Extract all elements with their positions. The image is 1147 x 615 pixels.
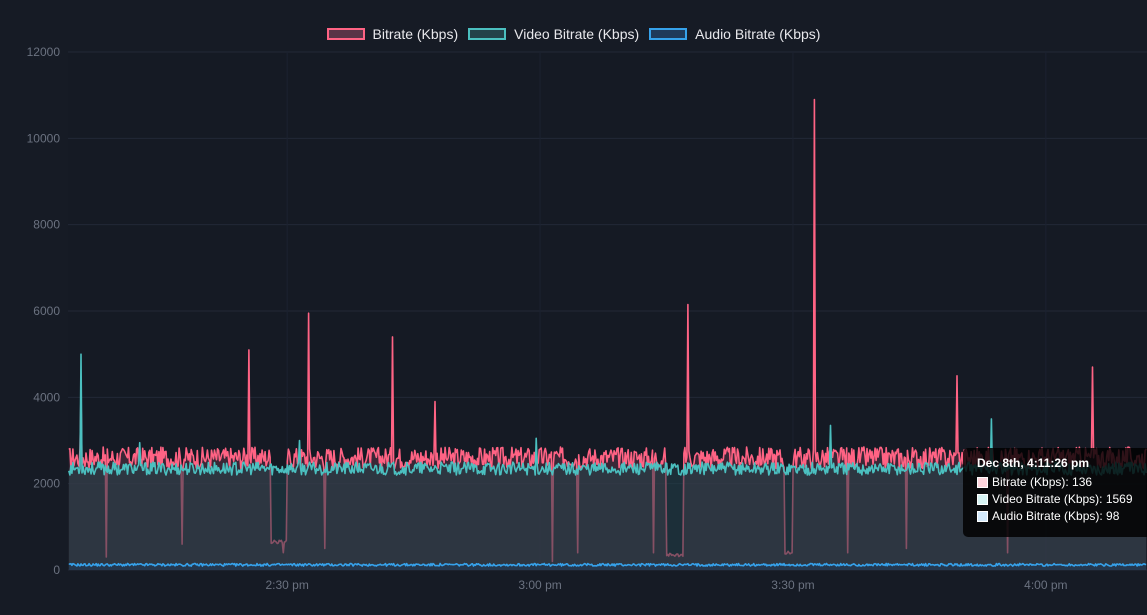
legend-item-video-bitrate[interactable]: Video Bitrate (Kbps)	[468, 26, 639, 42]
tooltip-row-audio-bitrate: Audio Bitrate (Kbps): 98	[977, 509, 1147, 523]
legend-label-audio-bitrate: Audio Bitrate (Kbps)	[695, 26, 821, 42]
series-area-video-bitrate	[68, 354, 1147, 570]
series-line-audio-bitrate	[68, 562, 1147, 567]
tooltip-value-audio-bitrate: Audio Bitrate (Kbps): 98	[992, 509, 1120, 523]
tooltip-row-bitrate: Bitrate (Kbps): 136	[977, 475, 1147, 489]
legend-swatch-audio-bitrate	[649, 28, 688, 40]
legend-swatch-video-bitrate	[468, 28, 507, 40]
y-tick-label: 8000	[33, 218, 60, 232]
tooltip-row-video-bitrate: Video Bitrate (Kbps): 1569	[977, 492, 1147, 506]
y-tick-label: 4000	[33, 390, 60, 404]
chart-legend: Bitrate (Kbps) Video Bitrate (Kbps) Audi…	[0, 26, 1147, 42]
x-tick-label: 3:00 pm	[518, 578, 561, 592]
y-tick-label: 2000	[33, 477, 60, 491]
legend-label-bitrate: Bitrate (Kbps)	[372, 26, 459, 42]
y-tick-label: 0	[53, 563, 60, 577]
tooltip-value-bitrate: Bitrate (Kbps): 136	[992, 475, 1093, 489]
x-tick-label: 3:30 pm	[771, 578, 814, 592]
x-tick-label: 2:30 pm	[265, 578, 308, 592]
y-tick-label: 12000	[27, 45, 61, 59]
y-tick-label: 10000	[27, 131, 61, 145]
tooltip-title: Dec 8th, 4:11:26 pm	[977, 456, 1090, 470]
x-tick-label: 4:00 pm	[1024, 578, 1067, 592]
chart-tooltip: Dec 8th, 4:11:26 pm Bitrate (Kbps): 136 …	[963, 448, 1147, 537]
tooltip-value-video-bitrate: Video Bitrate (Kbps): 1569	[992, 492, 1133, 506]
legend-item-audio-bitrate[interactable]: Audio Bitrate (Kbps)	[649, 26, 820, 42]
legend-item-bitrate[interactable]: Bitrate (Kbps)	[326, 26, 459, 42]
legend-label-video-bitrate: Video Bitrate (Kbps)	[514, 26, 640, 42]
tooltip-swatch-video-bitrate	[977, 493, 988, 505]
y-tick-label: 6000	[33, 304, 60, 318]
legend-swatch-bitrate	[326, 28, 365, 40]
tooltip-swatch-audio-bitrate	[977, 510, 988, 522]
tooltip-swatch-bitrate	[977, 476, 988, 488]
